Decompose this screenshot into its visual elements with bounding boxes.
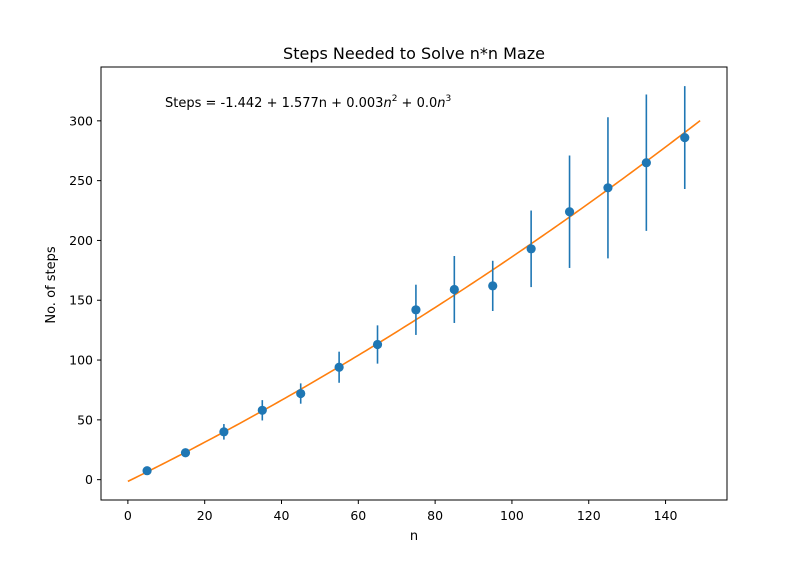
x-tick-label: 40: [274, 508, 290, 523]
axes: 0 20 40 60 80 100 120 140 0 50 100 150 200 250 300: [69, 66, 728, 523]
plot-area: [127, 86, 701, 483]
x-tick-label: 0: [124, 508, 132, 523]
data-point: [334, 362, 344, 372]
y-tick-label: 200: [69, 233, 93, 248]
x-tick-label: 100: [500, 508, 524, 523]
x-tick-label: 120: [577, 508, 601, 523]
equation-prefix: Steps = -1.442 + 1.577n + 0.003: [165, 96, 383, 111]
equation-n2: n: [437, 96, 445, 111]
equation-n1: n: [383, 96, 391, 111]
equation-sup2: 3: [446, 94, 452, 104]
data-point: [680, 132, 690, 143]
data-point: [411, 305, 421, 315]
y-tick-label: 250: [69, 173, 93, 188]
y-tick-label: 0: [85, 472, 93, 487]
chart-title: Steps Needed to Solve n*n Maze: [283, 44, 545, 63]
data-point: [296, 388, 306, 399]
data-point: [372, 339, 383, 350]
fit-equation-annotation: Steps = -1.442 + 1.577n + 0.003n2 + 0.0n…: [165, 94, 451, 111]
y-tick-label: 150: [69, 293, 93, 308]
data-point: [641, 158, 651, 168]
data-point: [219, 427, 229, 437]
data-point: [257, 405, 267, 415]
plot-frame: [100, 66, 728, 501]
y-tick-label: 50: [77, 412, 93, 427]
x-axis-label: n: [410, 529, 418, 544]
data-point: [564, 207, 575, 217]
equation-sup1: 2: [392, 94, 398, 104]
y-axis-label: No. of steps: [44, 246, 59, 323]
x-tick-label: 80: [427, 508, 443, 523]
x-tick-label: 140: [654, 508, 678, 523]
y-tick-label: 100: [69, 353, 93, 368]
x-tick-label: 20: [197, 508, 213, 523]
data-point: [603, 183, 613, 193]
equation-mid: + 0.0: [397, 96, 437, 111]
data-point: [142, 466, 152, 476]
data-point: [180, 448, 191, 458]
data-point: [449, 284, 459, 295]
x-tick-label: 60: [350, 508, 366, 523]
y-tick-label: 300: [69, 113, 93, 128]
data-point: [526, 244, 536, 254]
data-point: [488, 281, 498, 291]
